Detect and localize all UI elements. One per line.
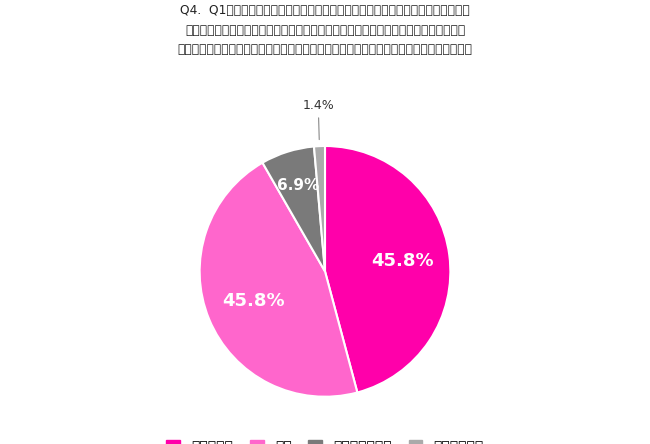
Text: 6.9%: 6.9% <box>277 178 319 193</box>
Wedge shape <box>325 146 450 392</box>
Text: Q4.  Q1で今年の夏に英会話を学びたいと「かなり思っている」「思っている」と
　　回答した方にお聞きします。英会話学習を検討する上で、オンライン学習と対面
: Q4. Q1で今年の夏に英会話を学びたいと「かなり思っている」「思っている」と … <box>177 4 473 56</box>
Legend: かなり思う, 思う, あまり思わない, 全く思わない: かなり思う, 思う, あまり思わない, 全く思わない <box>161 435 489 444</box>
Text: 45.8%: 45.8% <box>222 292 285 310</box>
Text: 1.4%: 1.4% <box>302 99 334 139</box>
Wedge shape <box>263 147 325 271</box>
Wedge shape <box>200 163 358 397</box>
Text: 45.8%: 45.8% <box>370 252 434 270</box>
Wedge shape <box>314 146 325 271</box>
